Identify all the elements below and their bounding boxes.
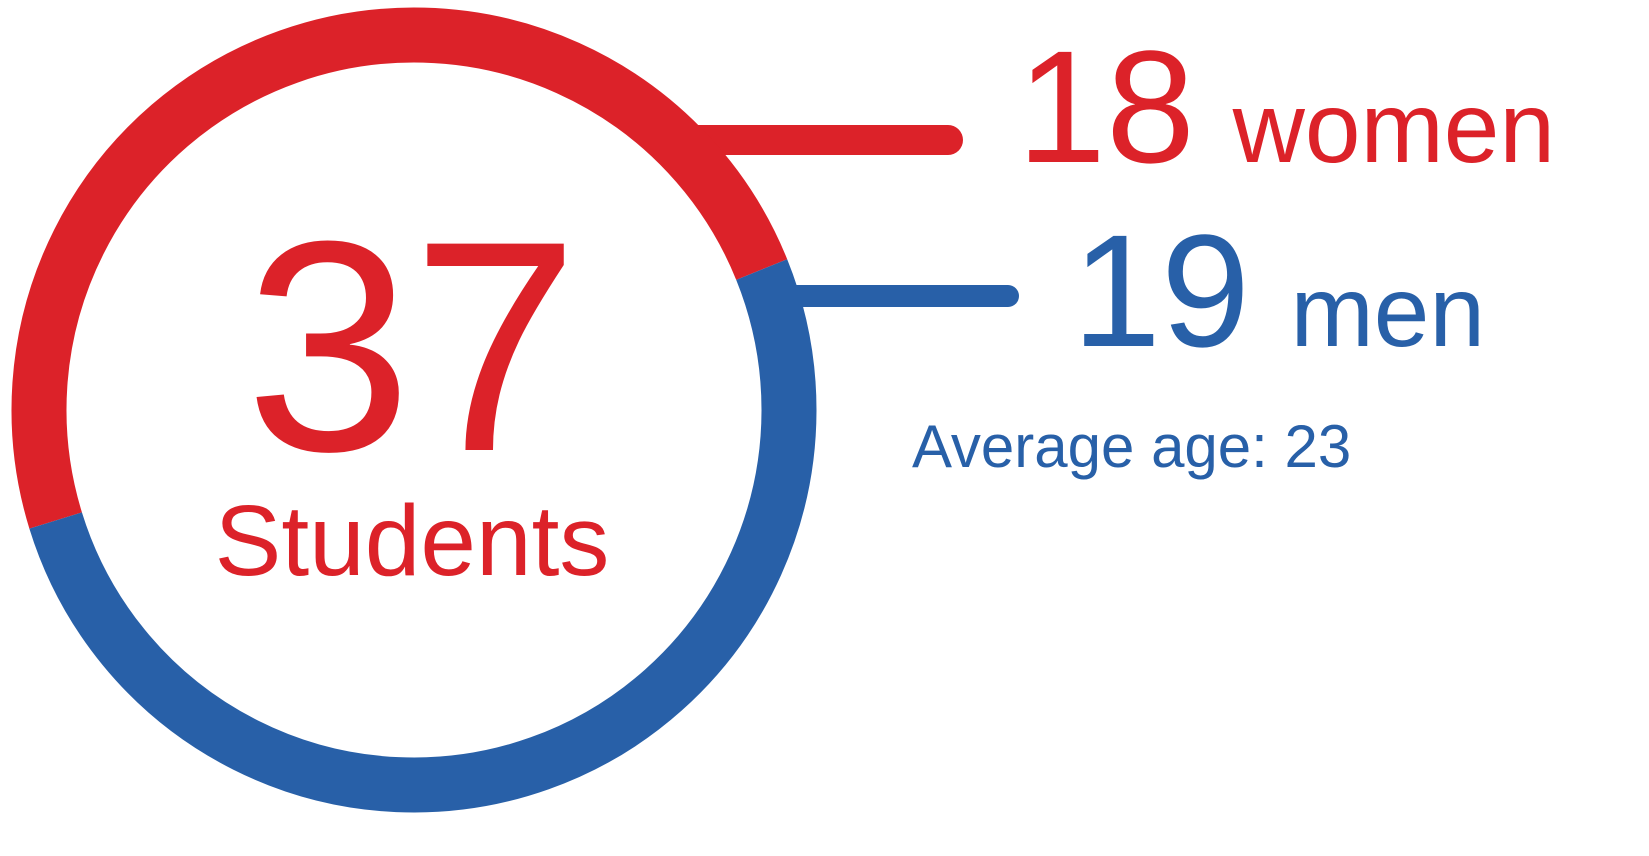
donut-segment <box>11 7 788 529</box>
center-label: Students <box>215 485 610 597</box>
category-label: men <box>1290 256 1485 368</box>
donut <box>11 7 817 813</box>
annotation: Average age: 23 <box>912 413 1351 480</box>
category-label: women <box>1232 72 1555 184</box>
total: 37 <box>245 178 579 514</box>
donut-segment <box>29 259 817 813</box>
value-label: 18 <box>1017 17 1195 196</box>
value-label: 19 <box>1072 201 1250 380</box>
